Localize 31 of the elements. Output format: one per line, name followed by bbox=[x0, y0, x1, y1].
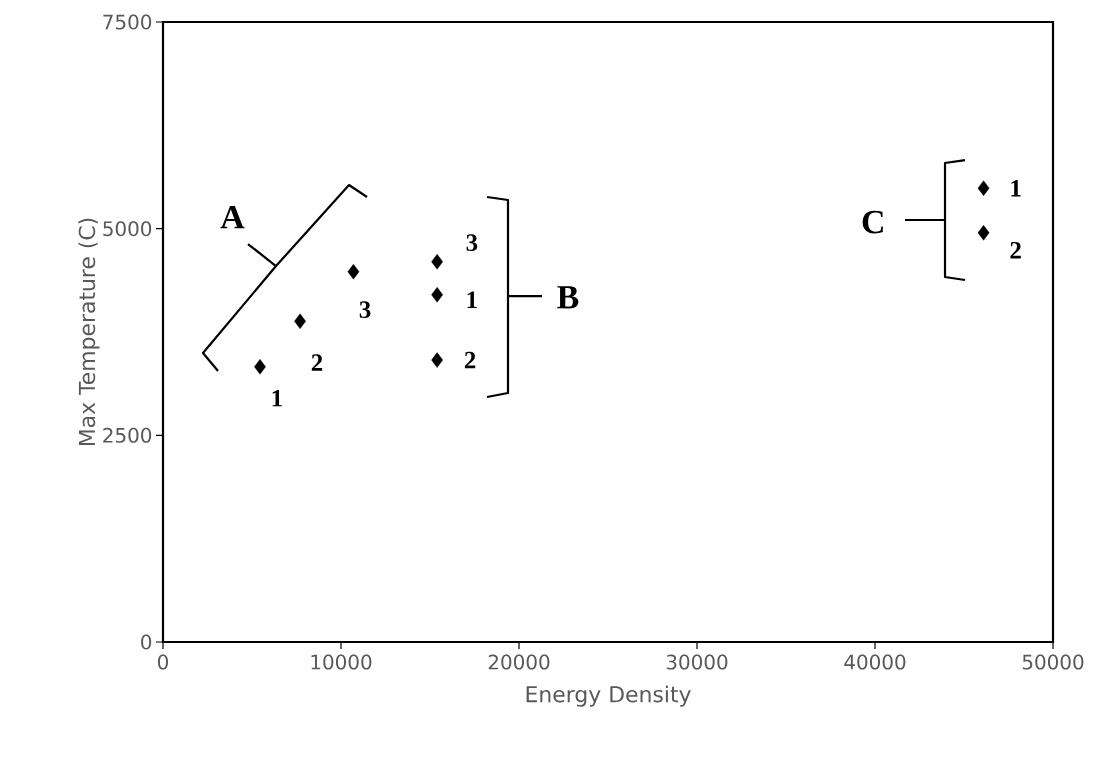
annotation: A bbox=[220, 205, 245, 229]
point bbox=[347, 263, 360, 280]
point bbox=[431, 352, 443, 368]
annotation: 1 bbox=[272, 389, 282, 407]
x-axis-title: Energy Density bbox=[526, 685, 691, 707]
point bbox=[977, 225, 990, 241]
point bbox=[254, 359, 266, 375]
x-tick-label: 20000 bbox=[488, 654, 550, 670]
x-tick-label: 0 bbox=[157, 654, 169, 670]
annotation: 1 bbox=[1011, 179, 1021, 197]
annotation: 2 bbox=[1010, 241, 1021, 259]
x-tick-label: 30000 bbox=[666, 654, 728, 670]
annotation: 3 bbox=[359, 301, 371, 319]
x-tick-label: 10000 bbox=[311, 654, 372, 670]
x-tick-label: 50000 bbox=[1022, 654, 1084, 670]
y-axis-title: Max Temperature (C) bbox=[78, 218, 100, 446]
point bbox=[431, 287, 443, 303]
annotation: C bbox=[862, 210, 883, 234]
y-tick-label: 5000 bbox=[103, 221, 152, 237]
annotation: 2 bbox=[311, 354, 323, 371]
point bbox=[977, 180, 990, 196]
y-tick-label: 7500 bbox=[103, 14, 152, 30]
annotation: 1 bbox=[467, 291, 477, 308]
annotation: 2 bbox=[464, 351, 476, 369]
annotation: 3 bbox=[466, 234, 478, 252]
y-tick-label: 2500 bbox=[103, 427, 152, 443]
x-tick-label: 40000 bbox=[844, 654, 906, 670]
point bbox=[294, 313, 306, 329]
annotation: B bbox=[557, 286, 579, 309]
y-tick-label: 0 bbox=[141, 634, 152, 650]
point bbox=[431, 254, 443, 270]
